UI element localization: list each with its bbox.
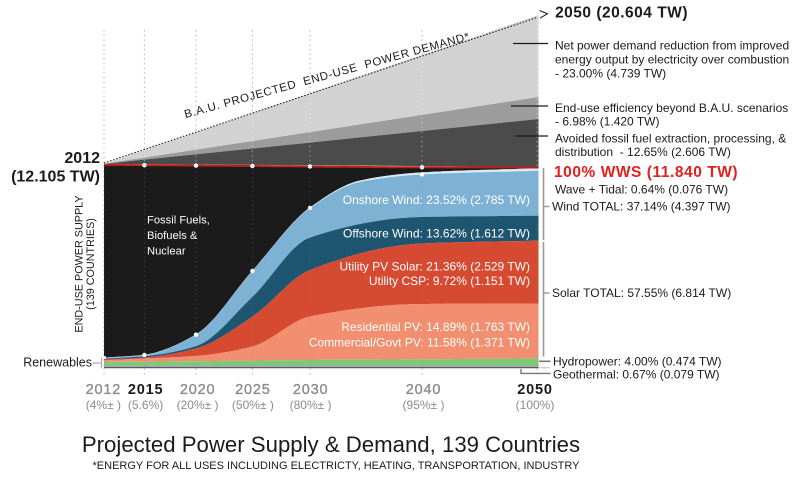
svg-text:Hydropower: 4.00% (0.474 TW): Hydropower: 4.00% (0.474 TW) xyxy=(553,355,722,369)
svg-text:Avoided fossil fuel extraction: Avoided fossil fuel extraction, processi… xyxy=(555,132,786,146)
svg-text:Onshore Wind: 23.52% (2.785 TW: Onshore Wind: 23.52% (2.785 TW) xyxy=(343,193,530,207)
svg-text:energy output by electricity o: energy output by electricity over combus… xyxy=(555,53,789,67)
svg-text:Commercial/Govt PV: 11.58% (1.: Commercial/Govt PV: 11.58% (1.371 TW) xyxy=(309,336,530,350)
svg-text:Projected Power Supply & Deman: Projected Power Supply & Demand, 139 Cou… xyxy=(82,432,580,457)
svg-text:Utility CSP: 9.72% (1.151 TW): Utility CSP: 9.72% (1.151 TW) xyxy=(369,274,530,288)
svg-text:100% WWS (11.840 TW): 100% WWS (11.840 TW) xyxy=(554,164,738,181)
svg-text:2020: 2020 xyxy=(180,382,215,398)
svg-text:Wind TOTAL: 37.14% (4.397 TW): Wind TOTAL: 37.14% (4.397 TW) xyxy=(552,200,731,214)
svg-text:Fossil Fuels,: Fossil Fuels, xyxy=(147,215,210,227)
svg-text:End-use efficiency beyond B.A.: End-use efficiency beyond B.A.U. scenari… xyxy=(555,101,788,115)
svg-text:(100%): (100%) xyxy=(516,398,555,412)
svg-text:END-USE POWER SUPPLY: END-USE POWER SUPPLY xyxy=(74,195,86,332)
svg-text:distribution - 12.65% (2.606: distribution - 12.65% (2.606 TW) xyxy=(555,145,731,159)
svg-text:(139 COUNTRIES): (139 COUNTRIES) xyxy=(85,218,97,310)
svg-text:(80%± ): (80%± ) xyxy=(290,398,332,412)
svg-text:Wave + Tidal: 0.64% (0.076 TW): Wave + Tidal: 0.64% (0.076 TW) xyxy=(555,183,728,197)
svg-text:(4%± ): (4%± ) xyxy=(86,398,121,412)
svg-text:Utility PV Solar: 21.36% (2.52: Utility PV Solar: 21.36% (2.529 TW) xyxy=(339,260,530,274)
svg-text:2012: 2012 xyxy=(64,150,100,167)
svg-text:2050 (20.604 TW): 2050 (20.604 TW) xyxy=(555,5,688,22)
svg-text:2025: 2025 xyxy=(235,382,270,398)
svg-text:- 23.00% (4.739 TW): - 23.00% (4.739 TW) xyxy=(555,67,666,81)
svg-text:Renewables: Renewables xyxy=(23,356,92,370)
svg-text:- 6.98% (1.420 TW): - 6.98% (1.420 TW) xyxy=(555,115,659,129)
svg-text:2030: 2030 xyxy=(293,382,328,398)
svg-text:2015: 2015 xyxy=(128,382,163,398)
svg-text:Net power demand reduction fro: Net power demand reduction from improved xyxy=(555,39,789,53)
svg-text:(12.105 TW): (12.105 TW) xyxy=(11,169,100,186)
svg-text:(95%± ): (95%± ) xyxy=(403,398,445,412)
svg-text:Geothermal: 0.67% (0.079 TW): Geothermal: 0.67% (0.079 TW) xyxy=(553,368,720,382)
svg-text:Biofuels &: Biofuels & xyxy=(147,230,198,242)
svg-text:Residential PV: 14.89% (1.763: Residential PV: 14.89% (1.763 TW) xyxy=(341,320,530,334)
svg-text:2012: 2012 xyxy=(86,382,121,398)
svg-text:Solar TOTAL: 57.55% (6.814 TW): Solar TOTAL: 57.55% (6.814 TW) xyxy=(552,286,731,300)
svg-text:Offshore Wind: 13.62% (1.612 T: Offshore Wind: 13.62% (1.612 TW) xyxy=(343,227,530,241)
svg-text:*ENERGY FOR ALL USES INCLUDING: *ENERGY FOR ALL USES INCLUDING ELECTRICT… xyxy=(93,460,581,472)
svg-text:(50%± ): (50%± ) xyxy=(232,398,274,412)
svg-text:(5.6%): (5.6%) xyxy=(128,398,163,412)
svg-text:2050: 2050 xyxy=(517,382,552,398)
svg-text:(20%± ): (20%± ) xyxy=(177,398,219,412)
svg-text:2040: 2040 xyxy=(406,382,441,398)
svg-text:Nuclear: Nuclear xyxy=(147,246,186,258)
